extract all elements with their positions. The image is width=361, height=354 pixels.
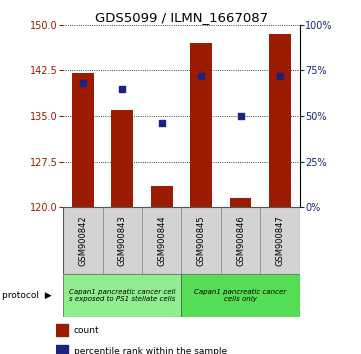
Text: Capan1 pancreatic cancer
cells only: Capan1 pancreatic cancer cells only [195, 289, 287, 302]
Point [159, 120, 165, 126]
Bar [56, 346, 68, 354]
Bar [182, 207, 221, 274]
Text: GSM900844: GSM900844 [157, 215, 166, 266]
Bar [269, 34, 291, 207]
Point [198, 73, 204, 79]
Bar [112, 110, 133, 207]
Text: Capan1 pancreatic cancer cell
s exposed to PS1 stellate cells: Capan1 pancreatic cancer cell s exposed … [69, 289, 175, 302]
Text: GSM900843: GSM900843 [118, 215, 127, 266]
Bar [221, 207, 260, 274]
Bar [142, 207, 182, 274]
Bar [182, 274, 300, 317]
Bar [190, 43, 212, 207]
Bar [260, 207, 300, 274]
Text: count: count [74, 326, 99, 335]
Point [80, 80, 86, 86]
Bar [56, 324, 68, 336]
Point [238, 113, 243, 119]
Text: percentile rank within the sample: percentile rank within the sample [74, 347, 227, 354]
Point [277, 73, 283, 79]
Bar [230, 198, 251, 207]
Text: GSM900847: GSM900847 [275, 215, 284, 266]
Title: GDS5099 / ILMN_1667087: GDS5099 / ILMN_1667087 [95, 11, 268, 24]
Text: protocol  ▶: protocol ▶ [2, 291, 51, 300]
Bar [63, 274, 182, 317]
Bar [151, 186, 173, 207]
Bar [63, 207, 103, 274]
Text: GSM900842: GSM900842 [78, 215, 87, 266]
Point [119, 86, 125, 91]
Bar [103, 207, 142, 274]
Text: GSM900845: GSM900845 [197, 215, 206, 266]
Text: GSM900846: GSM900846 [236, 215, 245, 266]
Bar [72, 73, 94, 207]
